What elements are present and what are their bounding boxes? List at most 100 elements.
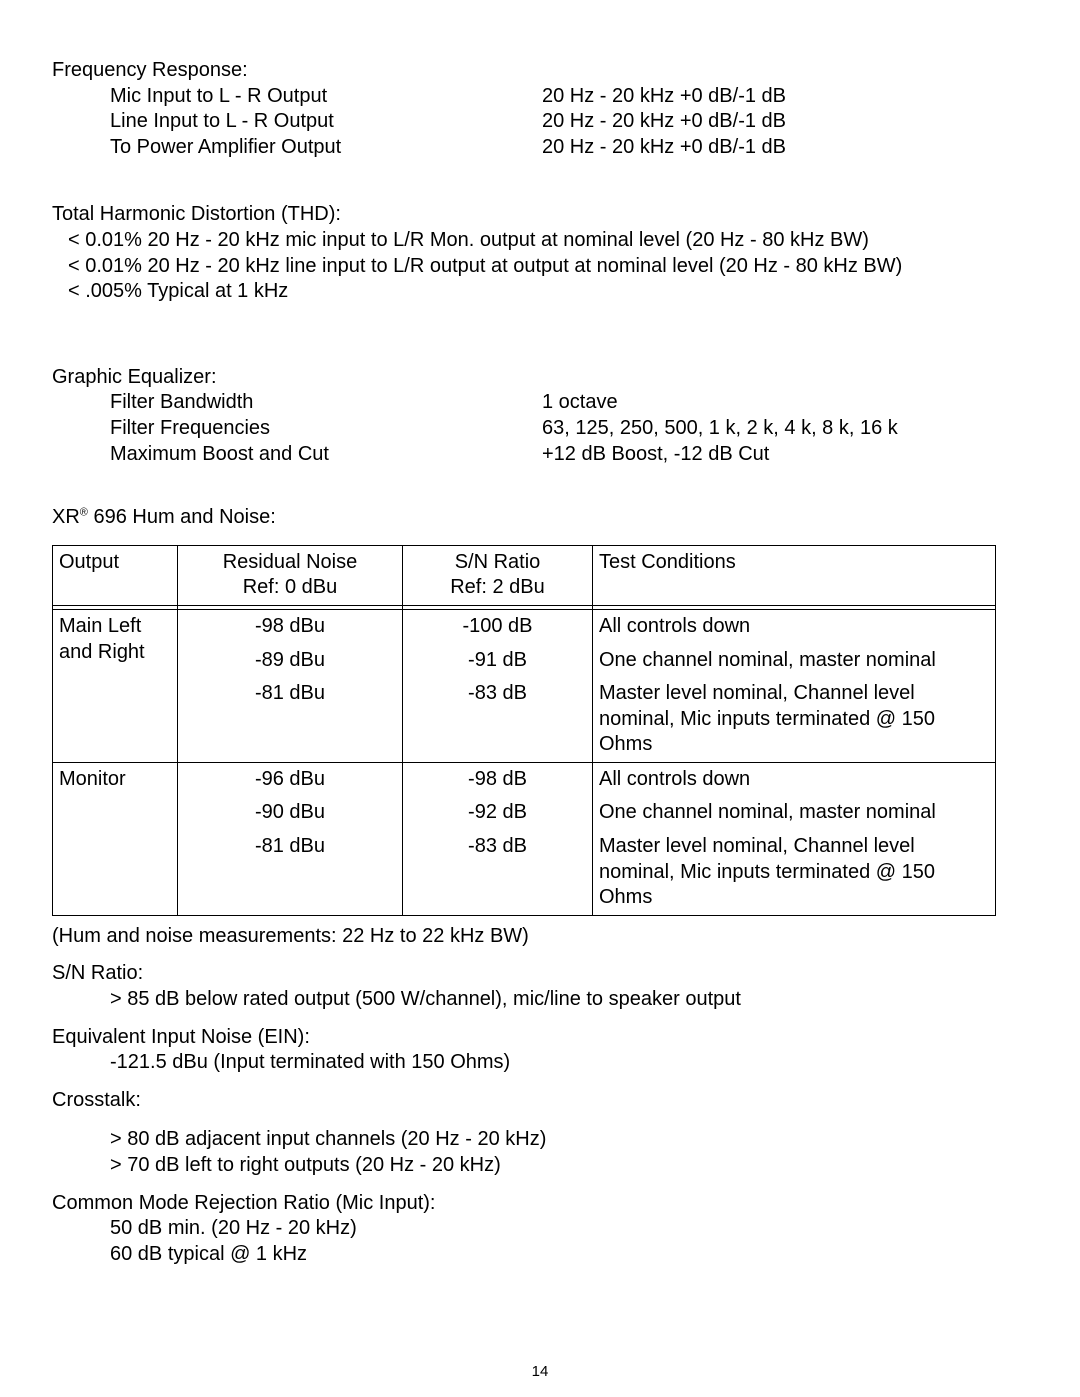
val: -91 dB [409, 648, 586, 674]
cell-cond: One channel nominal, master nominal [593, 796, 996, 830]
cmrr-section: Common Mode Rejection Ratio (Mic Input):… [52, 1191, 1028, 1268]
th-cond-text: Test Conditions [599, 551, 736, 573]
frequency-response-title: Frequency Response: [52, 58, 1028, 84]
cell-cond: All controls down [593, 762, 996, 796]
table-row: Monitor -96 dBu -98 dB All controls down [53, 762, 996, 796]
cmrr-line: 50 dB min. (20 Hz - 20 kHz) [52, 1216, 1028, 1242]
table-row: -89 dBu -91 dB One channel nominal, mast… [53, 644, 996, 678]
ge-row: Maximum Boost and Cut +12 dB Boost, -12 … [52, 442, 1028, 468]
graphic-eq-title: Graphic Equalizer: [52, 365, 1028, 391]
val: -89 dBu [184, 648, 396, 674]
cell-sn: -92 dB [403, 796, 593, 830]
ein-section: Equivalent Input Noise (EIN): -121.5 dBu… [52, 1025, 1028, 1076]
ge-row-value: 63, 125, 250, 500, 1 k, 2 k, 4 k, 8 k, 1… [542, 416, 1028, 442]
ein-title: Equivalent Input Noise (EIN): [52, 1025, 1028, 1051]
crosstalk-section: Crosstalk: > 80 dB adjacent input channe… [52, 1088, 1028, 1179]
cell-residual: -89 dBu [178, 644, 403, 678]
cell-sn: -83 dB [403, 677, 593, 762]
cell-output: Main Left and Right [53, 609, 178, 762]
freq-row-label: Mic Input to L - R Output [110, 84, 542, 110]
thd-line: < .005% Typical at 1 kHz [68, 279, 1028, 305]
th-residual-sub: Ref: 0 dBu [243, 576, 338, 598]
freq-row-label: Line Input to L - R Output [110, 109, 542, 135]
val: -92 dB [409, 800, 586, 826]
freq-row: Mic Input to L - R Output 20 Hz - 20 kHz… [52, 84, 1028, 110]
sn-ratio-section: S/N Ratio: > 85 dB below rated output (5… [52, 961, 1028, 1012]
cell-residual: -81 dBu [178, 830, 403, 915]
cell-cond: All controls down [593, 609, 996, 643]
ein-line: -121.5 dBu (Input terminated with 150 Oh… [52, 1050, 1028, 1076]
thd-line: < 0.01% 20 Hz - 20 kHz line input to L/R… [68, 254, 1028, 280]
spacer [52, 1113, 1028, 1127]
ge-row-label: Maximum Boost and Cut [110, 442, 542, 468]
page-number: 14 [0, 1362, 1080, 1381]
thd-section: Total Harmonic Distortion (THD): < 0.01%… [52, 202, 1028, 304]
cell-residual: -96 dBu [178, 762, 403, 796]
cell-residual: -98 dBu [178, 609, 403, 643]
cell-sn: -98 dB [403, 762, 593, 796]
ge-row-value: 1 octave [542, 390, 1028, 416]
ge-row: Filter Bandwidth 1 octave [52, 390, 1028, 416]
graphic-eq-section: Graphic Equalizer: Filter Bandwidth 1 oc… [52, 365, 1028, 467]
hum-noise-title: XR® 696 Hum and Noise: [52, 505, 1028, 531]
hum-noise-table: Output Residual Noise Ref: 0 dBu S/N Rat… [52, 545, 996, 916]
val: -81 dBu [184, 834, 396, 860]
th-sn: S/N Ratio Ref: 2 dBu [403, 545, 593, 605]
crosstalk-title: Crosstalk: [52, 1088, 1028, 1114]
thd-title: Total Harmonic Distortion (THD): [52, 202, 1028, 228]
val: One channel nominal, master nominal [599, 648, 989, 674]
th-residual: Residual Noise Ref: 0 dBu [178, 545, 403, 605]
th-output: Output [53, 545, 178, 605]
cell-sn: -100 dB [403, 609, 593, 643]
freq-row-label: To Power Amplifier Output [110, 135, 542, 161]
cell-residual: -81 dBu [178, 677, 403, 762]
freq-row: To Power Amplifier Output 20 Hz - 20 kHz… [52, 135, 1028, 161]
thd-lines: < 0.01% 20 Hz - 20 kHz mic input to L/R … [52, 228, 1028, 305]
table-row: -81 dBu -83 dB Master level nominal, Cha… [53, 677, 996, 762]
th-output-text: Output [59, 551, 119, 573]
frequency-response-section: Frequency Response: Mic Input to L - R O… [52, 58, 1028, 160]
cell-sn: -91 dB [403, 644, 593, 678]
val: -83 dB [409, 834, 586, 860]
val: -96 dBu [184, 767, 396, 793]
th-conditions: Test Conditions [593, 545, 996, 605]
ge-row-label: Filter Frequencies [110, 416, 542, 442]
freq-row: Line Input to L - R Output 20 Hz - 20 kH… [52, 109, 1028, 135]
val: -100 dB [409, 614, 586, 640]
cell-cond: Master level nominal, Channel level nomi… [593, 677, 996, 762]
thd-line: < 0.01% 20 Hz - 20 kHz mic input to L/R … [68, 228, 1028, 254]
th-sn-sub: Ref: 2 dBu [450, 576, 545, 598]
val: Master level nominal, Channel level nomi… [599, 834, 989, 911]
freq-row-value: 20 Hz - 20 kHz +0 dB/-1 dB [542, 84, 1028, 110]
freq-row-value: 20 Hz - 20 kHz +0 dB/-1 dB [542, 109, 1028, 135]
cell-cond: Master level nominal, Channel level nomi… [593, 830, 996, 915]
sn-ratio-line: > 85 dB below rated output (500 W/channe… [52, 987, 1028, 1013]
cell-sn: -83 dB [403, 830, 593, 915]
table-header-row: Output Residual Noise Ref: 0 dBu S/N Rat… [53, 545, 996, 605]
th-sn-text: S/N Ratio [455, 551, 541, 573]
sn-ratio-title: S/N Ratio: [52, 961, 1028, 987]
val: -83 dB [409, 681, 586, 707]
cmrr-line: 60 dB typical @ 1 kHz [52, 1242, 1028, 1268]
val: -98 dB [409, 767, 586, 793]
val: -90 dBu [184, 800, 396, 826]
page: Frequency Response: Mic Input to L - R O… [0, 0, 1080, 1397]
val: -81 dBu [184, 681, 396, 707]
val: All controls down [599, 614, 989, 640]
cell-output: Monitor [53, 762, 178, 915]
val: All controls down [599, 767, 989, 793]
table-row: -90 dBu -92 dB One channel nominal, mast… [53, 796, 996, 830]
val: One channel nominal, master nominal [599, 800, 989, 826]
cmrr-title: Common Mode Rejection Ratio (Mic Input): [52, 1191, 1028, 1217]
hn-title-sup: ® [80, 506, 88, 518]
hn-title-prefix: XR [52, 506, 80, 528]
ge-row: Filter Frequencies 63, 125, 250, 500, 1 … [52, 416, 1028, 442]
freq-row-value: 20 Hz - 20 kHz +0 dB/-1 dB [542, 135, 1028, 161]
hn-title-rest: 696 Hum and Noise: [88, 506, 276, 528]
val: -98 dBu [184, 614, 396, 640]
hum-noise-footnote: (Hum and noise measurements: 22 Hz to 22… [52, 924, 1028, 950]
cell-cond: One channel nominal, master nominal [593, 644, 996, 678]
ge-row-value: +12 dB Boost, -12 dB Cut [542, 442, 1028, 468]
crosstalk-line: > 70 dB left to right outputs (20 Hz - 2… [52, 1153, 1028, 1179]
hum-noise-section: XR® 696 Hum and Noise: Output Residual N… [52, 505, 1028, 949]
